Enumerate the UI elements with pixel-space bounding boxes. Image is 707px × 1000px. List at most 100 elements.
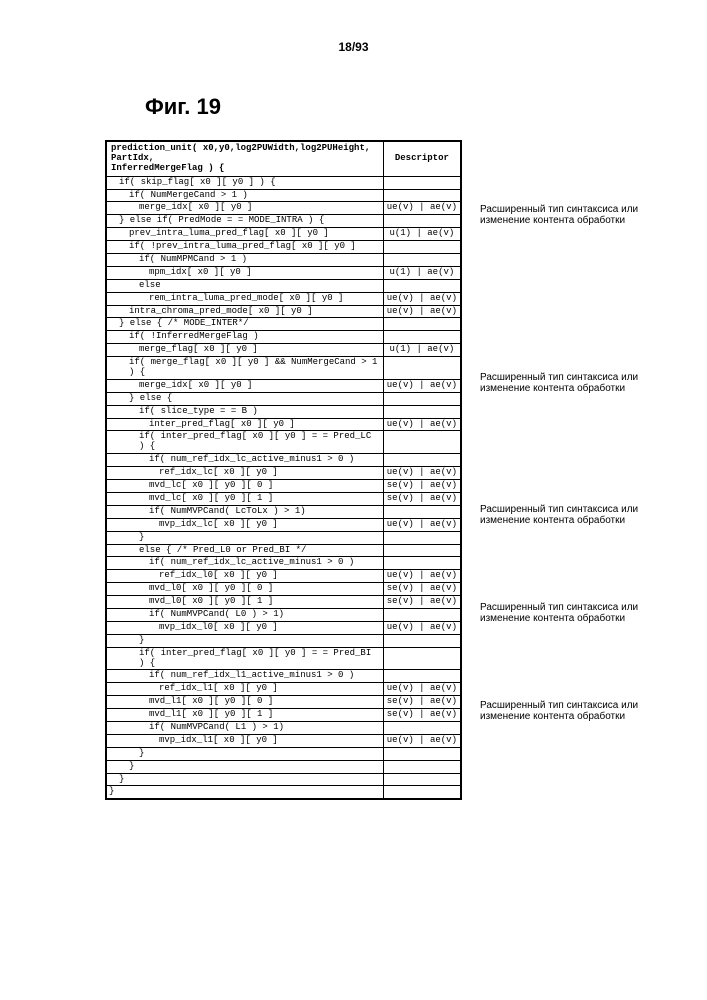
descriptor-cell: ue(v) | ae(v) (383, 683, 460, 696)
descriptor-cell: ue(v) | ae(v) (383, 379, 460, 392)
descriptor-cell: se(v) | ae(v) (383, 709, 460, 722)
syntax-cell: } else { /* MODE_INTER*/ (107, 318, 384, 331)
table-row: mvd_l1[ x0 ][ y0 ][ 1 ]se(v) | ae(v) (107, 709, 461, 722)
syntax-cell: ref_idx_lc[ x0 ][ y0 ] (107, 467, 384, 480)
descriptor-cell (383, 279, 460, 292)
syntax-cell: mvd_l0[ x0 ][ y0 ][ 1 ] (107, 596, 384, 609)
annotation-5: Расширенный тип синтаксиса или изменение… (480, 700, 660, 722)
syntax-cell: merge_idx[ x0 ][ y0 ] (107, 379, 384, 392)
syntax-cell: if( !InferredMergeFlag ) (107, 331, 384, 344)
descriptor-cell: ue(v) | ae(v) (383, 518, 460, 531)
table-row: ref_idx_l0[ x0 ][ y0 ]ue(v) | ae(v) (107, 570, 461, 583)
table-row: } (107, 531, 461, 544)
syntax-cell: merge_flag[ x0 ][ y0 ] (107, 344, 384, 357)
descriptor-cell: u(1) | ae(v) (383, 266, 460, 279)
syntax-cell: mvd_lc[ x0 ][ y0 ][ 0 ] (107, 480, 384, 493)
table-row: merge_flag[ x0 ][ y0 ]u(1) | ae(v) (107, 344, 461, 357)
descriptor-cell: se(v) | ae(v) (383, 480, 460, 493)
descriptor-cell (383, 531, 460, 544)
header-descriptor: Descriptor (383, 142, 460, 177)
annotation-2: Расширенный тип синтаксиса или изменение… (480, 372, 660, 394)
syntax-cell: } (107, 747, 384, 760)
syntax-cell: } (107, 786, 384, 799)
syntax-cell: if( NumMVPCand( LcToLx ) > 1) (107, 505, 384, 518)
table-row: prev_intra_luma_pred_flag[ x0 ][ y0 ]u(1… (107, 228, 461, 241)
descriptor-cell (383, 215, 460, 228)
header-syntax: prediction_unit( x0,y0,log2PUWidth,log2P… (107, 142, 384, 177)
descriptor-cell (383, 331, 460, 344)
table-row: mvd_l1[ x0 ][ y0 ][ 0 ]se(v) | ae(v) (107, 696, 461, 709)
descriptor-cell: u(1) | ae(v) (383, 228, 460, 241)
descriptor-cell (383, 392, 460, 405)
syntax-cell: inter_pred_flag[ x0 ][ y0 ] (107, 418, 384, 431)
table-row: if( NumMVPCand( L0 ) > 1) (107, 608, 461, 621)
descriptor-cell: se(v) | ae(v) (383, 696, 460, 709)
descriptor-cell: ue(v) | ae(v) (383, 570, 460, 583)
descriptor-cell (383, 454, 460, 467)
table-row: if( !InferredMergeFlag ) (107, 331, 461, 344)
syntax-cell: if( NumMVPCand( L1 ) > 1) (107, 721, 384, 734)
table-row: rem_intra_luma_pred_mode[ x0 ][ y0 ]ue(v… (107, 292, 461, 305)
syntax-cell: } (107, 634, 384, 647)
syntax-cell: } (107, 773, 384, 786)
descriptor-cell (383, 670, 460, 683)
table-row: inter_pred_flag[ x0 ][ y0 ]ue(v) | ae(v) (107, 418, 461, 431)
syntax-cell: mvp_idx_l1[ x0 ][ y0 ] (107, 734, 384, 747)
table-row: } else if( PredMode = = MODE_INTRA ) { (107, 215, 461, 228)
descriptor-cell (383, 760, 460, 773)
table-row: merge_idx[ x0 ][ y0 ]ue(v) | ae(v) (107, 379, 461, 392)
syntax-cell: } (107, 531, 384, 544)
table-row: } (107, 760, 461, 773)
descriptor-cell (383, 405, 460, 418)
syntax-cell: ref_idx_l0[ x0 ][ y0 ] (107, 570, 384, 583)
syntax-cell: if( NumMPMCand > 1 ) (107, 254, 384, 267)
syntax-cell: } (107, 760, 384, 773)
descriptor-cell: ue(v) | ae(v) (383, 467, 460, 480)
figure-title: Фиг. 19 (145, 94, 657, 120)
syntax-cell: else { /* Pred_L0 or Pred_BI */ (107, 544, 384, 557)
syntax-cell: if( skip_flag[ x0 ][ y0 ] ) { (107, 176, 384, 189)
descriptor-cell: ue(v) | ae(v) (383, 621, 460, 634)
syntax-cell: } else if( PredMode = = MODE_INTRA ) { (107, 215, 384, 228)
descriptor-cell: se(v) | ae(v) (383, 492, 460, 505)
syntax-cell: mvd_l0[ x0 ][ y0 ][ 0 ] (107, 583, 384, 596)
annotation-1: Расширенный тип синтаксиса или изменение… (480, 204, 660, 226)
syntax-cell: if( slice_type = = B ) (107, 405, 384, 418)
table-row: if( slice_type = = B ) (107, 405, 461, 418)
descriptor-cell (383, 747, 460, 760)
descriptor-cell (383, 647, 460, 670)
descriptor-cell (383, 431, 460, 454)
table-row: merge_idx[ x0 ][ y0 ]ue(v) | ae(v) (107, 202, 461, 215)
syntax-cell: rem_intra_luma_pred_mode[ x0 ][ y0 ] (107, 292, 384, 305)
table-row: mvd_l0[ x0 ][ y0 ][ 1 ]se(v) | ae(v) (107, 596, 461, 609)
table-row: else (107, 279, 461, 292)
syntax-cell: if( NumMVPCand( L0 ) > 1) (107, 608, 384, 621)
table-row: if( NumMVPCand( L1 ) > 1) (107, 721, 461, 734)
table-row: } (107, 634, 461, 647)
table-row: if( inter_pred_flag[ x0 ][ y0 ] = = Pred… (107, 431, 461, 454)
syntax-cell: if( num_ref_idx_l1_active_minus1 > 0 ) (107, 670, 384, 683)
table-row: if( !prev_intra_luma_pred_flag[ x0 ][ y0… (107, 241, 461, 254)
syntax-cell: merge_idx[ x0 ][ y0 ] (107, 202, 384, 215)
syntax-cell: prev_intra_luma_pred_flag[ x0 ][ y0 ] (107, 228, 384, 241)
syntax-cell: mvd_l1[ x0 ][ y0 ][ 0 ] (107, 696, 384, 709)
table-row: mvd_lc[ x0 ][ y0 ][ 0 ]se(v) | ae(v) (107, 480, 461, 493)
page-number: 18/93 (50, 40, 657, 54)
descriptor-cell (383, 557, 460, 570)
syntax-cell: mvp_idx_l0[ x0 ][ y0 ] (107, 621, 384, 634)
table-row: mvd_lc[ x0 ][ y0 ][ 1 ]se(v) | ae(v) (107, 492, 461, 505)
table-row: } (107, 773, 461, 786)
syntax-cell: if( inter_pred_flag[ x0 ][ y0 ] = = Pred… (107, 431, 384, 454)
syntax-cell: if( !prev_intra_luma_pred_flag[ x0 ][ y0… (107, 241, 384, 254)
syntax-cell: mvp_idx_lc[ x0 ][ y0 ] (107, 518, 384, 531)
syntax-cell: ref_idx_l1[ x0 ][ y0 ] (107, 683, 384, 696)
syntax-cell: mvd_lc[ x0 ][ y0 ][ 1 ] (107, 492, 384, 505)
syntax-cell: mvd_l1[ x0 ][ y0 ][ 1 ] (107, 709, 384, 722)
descriptor-cell (383, 544, 460, 557)
table-row: mvd_l0[ x0 ][ y0 ][ 0 ]se(v) | ae(v) (107, 583, 461, 596)
descriptor-cell: ue(v) | ae(v) (383, 292, 460, 305)
table-row: if( NumMVPCand( LcToLx ) > 1) (107, 505, 461, 518)
descriptor-cell (383, 241, 460, 254)
descriptor-cell (383, 721, 460, 734)
annotation-4: Расширенный тип синтаксиса или изменение… (480, 602, 660, 624)
